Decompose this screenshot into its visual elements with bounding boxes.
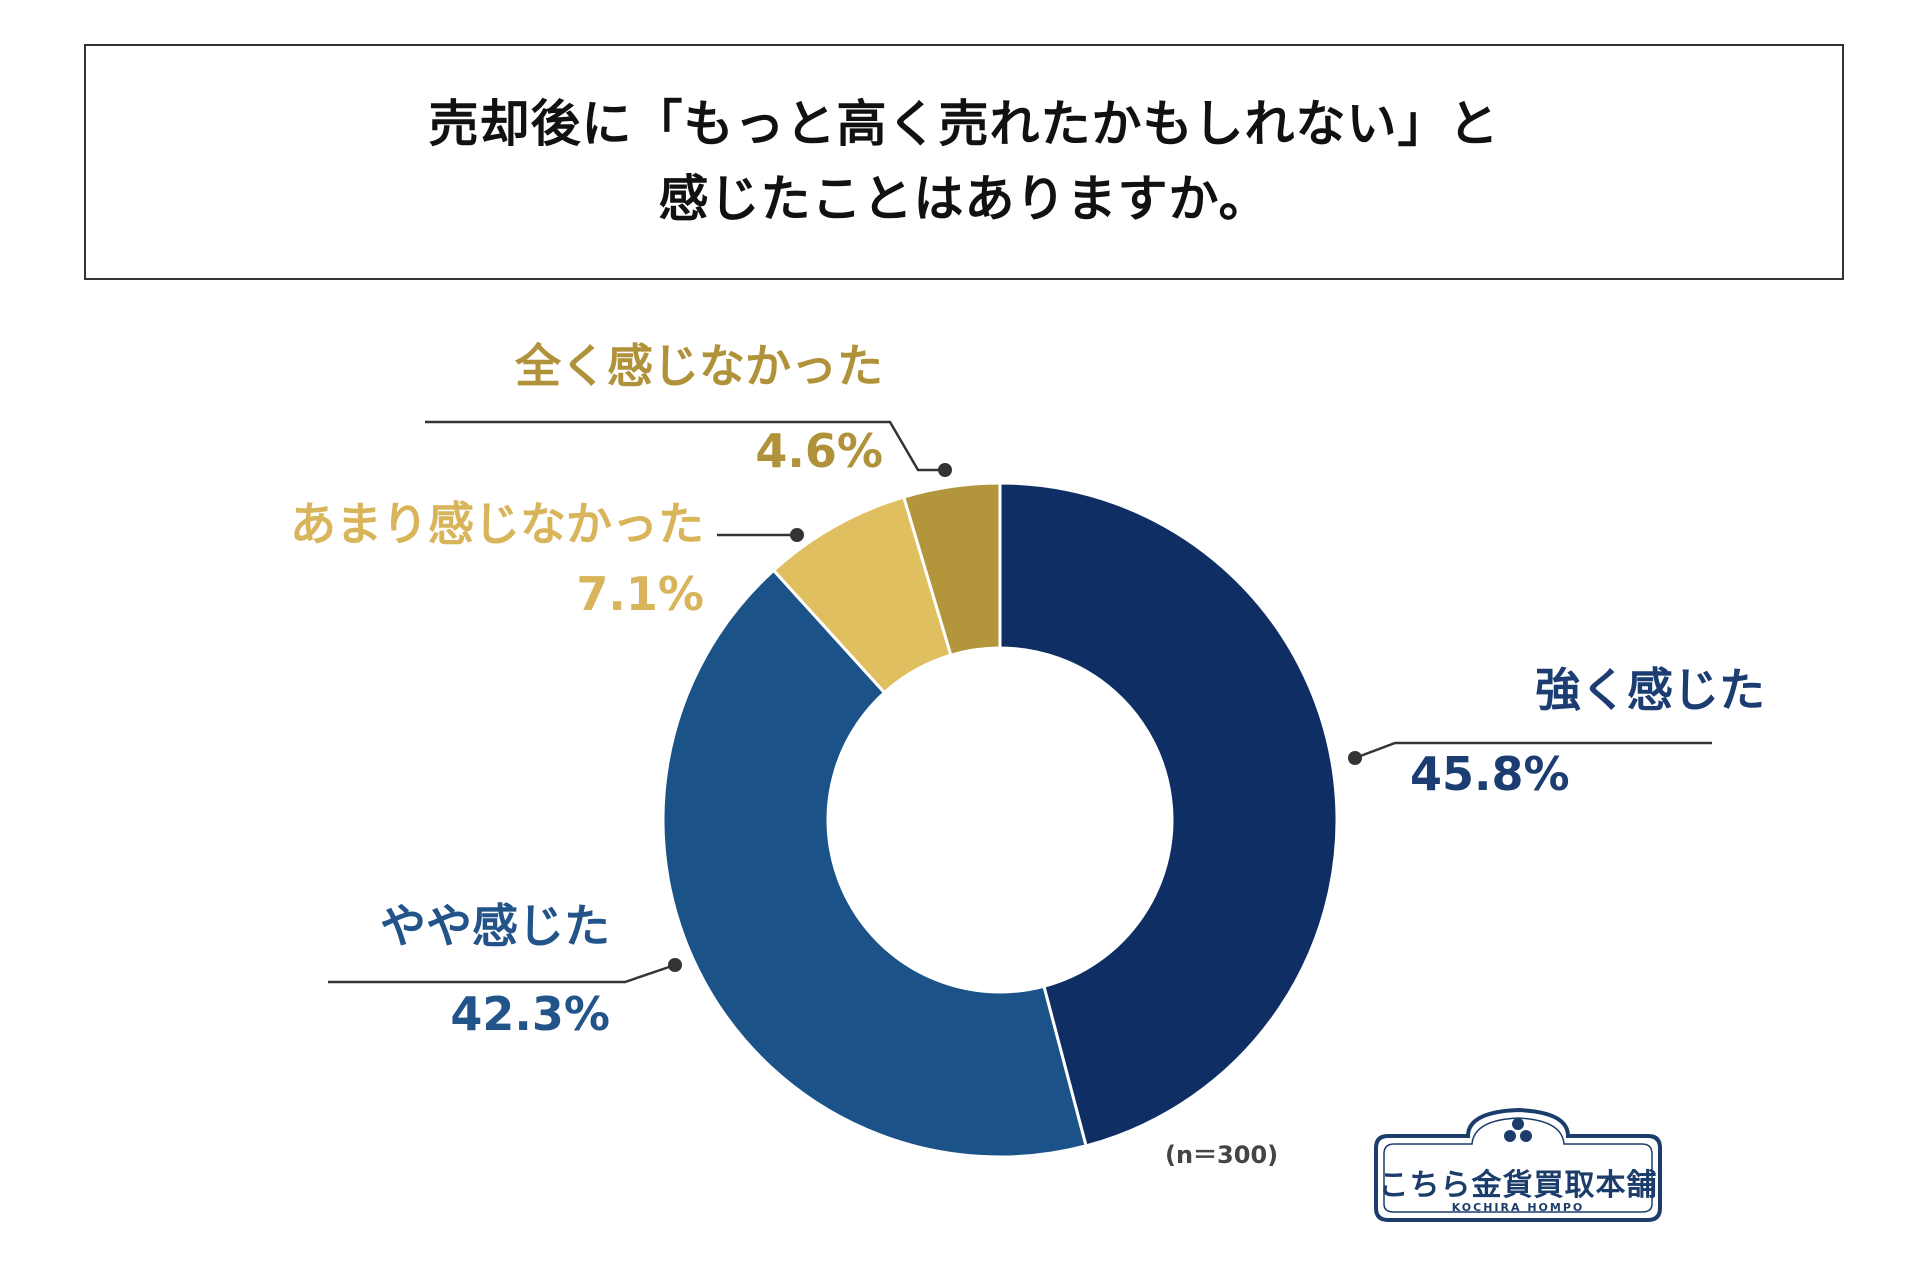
slice-strong-leader-dot [1348,751,1362,765]
slice-not-much-value-label: 7.1% [576,567,704,621]
coin-cluster-icon [1504,1118,1532,1142]
slice-somewhat-leader-line [328,963,676,984]
chart-title-line-2: 感じたことはありますか。 [658,170,1270,228]
slice-somewhat-leader-dot [668,958,682,972]
logo-frame [1374,1107,1662,1222]
brand-logo: こちら金貨買取本舗 KOCHIRA HOMPO [1358,1098,1678,1233]
slice-strong-leader-line [1354,741,1712,760]
logo-subtitle: KOCHIRA HOMPO [1451,1201,1585,1214]
logo-name: こちら金貨買取本舗 [1378,1168,1658,1203]
slice-somewhat [661,568,1088,1159]
title-box: 売却後に「もっと高く売れたかもしれない」と 感じたことはありますか。 [84,44,1844,280]
sample-size-note: (n＝300) [1165,1141,1279,1169]
slice-strong-category-label: 強く感じた [1535,663,1765,717]
slice-not-much-category-label: あまり感じなかった [290,497,704,551]
slice-somewhat-category-label: やや感じた [380,899,610,953]
slice-not-at-all [901,481,1002,658]
slice-labels: 強く感じた 45.8% やや感じた 42.3% あまり感じなかった 7.1% 全く感じなかっ… [290,339,1765,1041]
slice-not-much-leader-dot [790,528,804,542]
chart-title-line-1: 売却後に「もっと高く売れたかもしれない」と [428,95,1500,153]
slice-somewhat-value-label: 42.3% [450,987,610,1041]
slice-not-at-all-leader-dot [938,463,952,477]
slice-not-at-all-category-label: 全く感じなかった [514,339,883,393]
slice-not-at-all-leader-line [425,420,945,472]
slice-strong-value-label: 45.8% [1410,747,1570,801]
leader-lines [328,420,1712,984]
slice-not-at-all-value-label: 4.6% [755,424,883,478]
donut-slices [661,481,1339,1159]
slice-strong [998,481,1339,1148]
